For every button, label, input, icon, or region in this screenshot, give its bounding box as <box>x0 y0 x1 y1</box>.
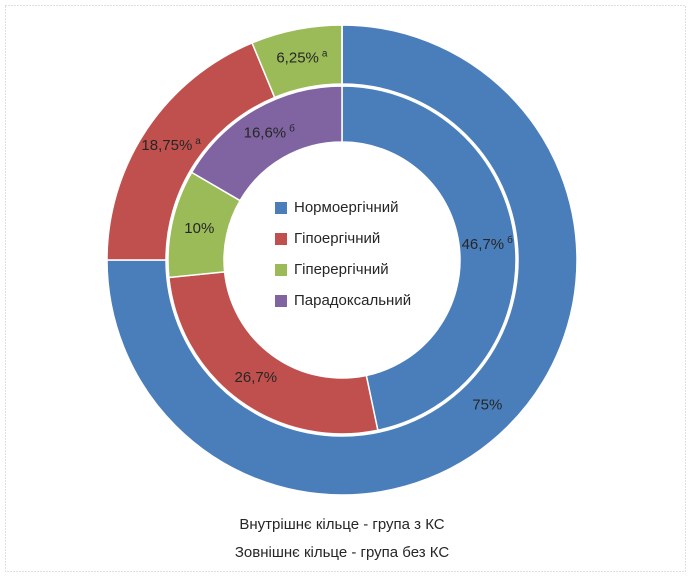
legend-label: Нормоергічний <box>294 199 399 216</box>
legend-swatch <box>275 264 287 276</box>
data-label-value: 6,25% <box>276 49 319 66</box>
ring-segment <box>168 271 379 435</box>
data-label-note: а <box>322 48 328 59</box>
frame <box>5 5 686 572</box>
ring-segment <box>341 85 517 432</box>
data-label-value: 46,7% <box>462 236 505 253</box>
legend-swatch <box>275 295 287 307</box>
data-label: 6,25% а <box>276 48 328 66</box>
legend-swatch <box>275 202 287 214</box>
data-label-note: б <box>289 122 295 134</box>
data-label-value: 16,6% <box>244 124 287 141</box>
data-label-value: 26,7% <box>235 369 278 386</box>
legend-swatch <box>275 233 287 245</box>
caption: Зовнішнє кільце - група без КС <box>235 544 450 561</box>
data-label: 18,75% а <box>141 135 201 153</box>
ring-segment <box>106 24 578 496</box>
data-label-value: 75% <box>472 396 502 413</box>
caption: Внутрішнє кільце - група з КС <box>239 516 444 533</box>
data-label: 46,7% б <box>462 234 514 253</box>
data-label: 16,6% б <box>244 122 296 141</box>
data-label: 26,7% <box>235 369 278 386</box>
legend-label: Парадоксальний <box>294 292 411 309</box>
ring-segment <box>190 85 343 202</box>
data-label-value: 18,75% <box>141 137 192 154</box>
data-label: 75% <box>472 396 502 413</box>
data-label-note: а <box>195 135 201 146</box>
legend-label: Гіпоергічний <box>294 230 380 247</box>
data-label-note: б <box>507 234 513 246</box>
legend-label: Гіперергічний <box>294 261 389 278</box>
data-label: 10% <box>184 220 214 237</box>
data-label-value: 10% <box>184 220 214 237</box>
